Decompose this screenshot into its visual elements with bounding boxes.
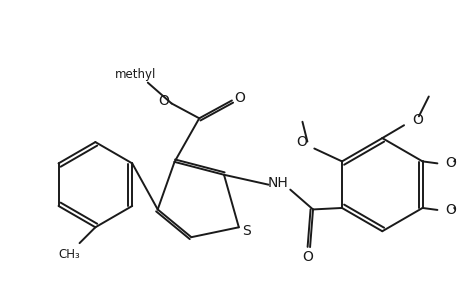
Text: O: O (444, 156, 455, 170)
Text: O: O (234, 92, 245, 106)
Text: O: O (444, 203, 455, 217)
Text: CH₃: CH₃ (59, 248, 80, 260)
Text: O: O (296, 135, 307, 148)
Text: NH: NH (268, 176, 288, 190)
Text: O: O (158, 94, 169, 109)
Text: methyl: methyl (115, 68, 156, 81)
Text: S: S (242, 224, 251, 238)
Text: O: O (302, 250, 313, 264)
Text: O: O (411, 113, 422, 127)
